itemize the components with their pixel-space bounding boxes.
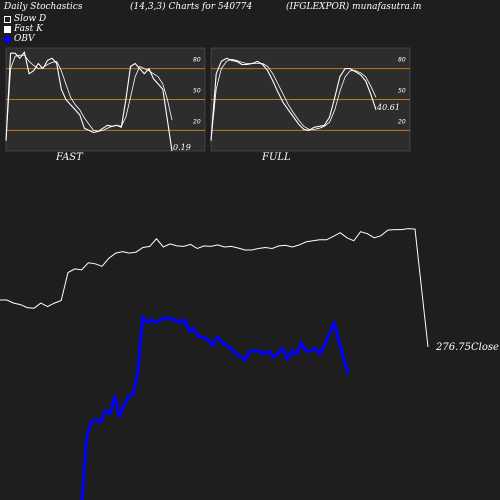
legend-obv: OBV [4,34,35,44]
chart-source: (IFGLEXPOR) munafasutra.in [286,2,422,12]
legend-slow-d: Slow D [4,14,46,24]
full-series-0 [210,57,377,141]
chart-params: (14,3,3) Charts for 540774 [130,2,253,12]
fast-panel-label: FAST [56,152,83,163]
legend-swatch-slow-d [4,15,11,23]
close-value-label: 276.75Close [436,342,499,353]
fast-tick-20: 20 [193,118,201,125]
close-value: 276.75 [436,342,471,353]
legend-label-obv: OBV [14,34,35,44]
close-price-line [0,228,429,348]
chart-title: Daily Stochastics [4,2,83,12]
full-tick-50: 50 [398,88,406,95]
legend-swatch-obv [4,35,11,43]
full-panel-label: FULL [262,152,291,163]
obv-line [80,315,350,500]
legend-fast-k: Fast K [4,24,43,34]
full-last-value: 40.61 [376,103,400,112]
fast-series-0 [5,51,173,152]
fast-tick-50: 50 [193,88,201,95]
fast-series-1 [5,54,173,141]
fast-last-value: 0.19 [173,143,191,152]
legend-swatch-fast-k [4,25,11,33]
full-tick-20: 20 [398,118,406,125]
legend-label-fast-k: Fast K [14,24,43,34]
full-series-1 [210,58,377,141]
full-tick-80: 80 [398,57,406,64]
fast-tick-80: 80 [193,57,201,64]
legend-label-slow-d: Slow D [14,14,47,24]
close-suffix: Close [471,342,499,353]
